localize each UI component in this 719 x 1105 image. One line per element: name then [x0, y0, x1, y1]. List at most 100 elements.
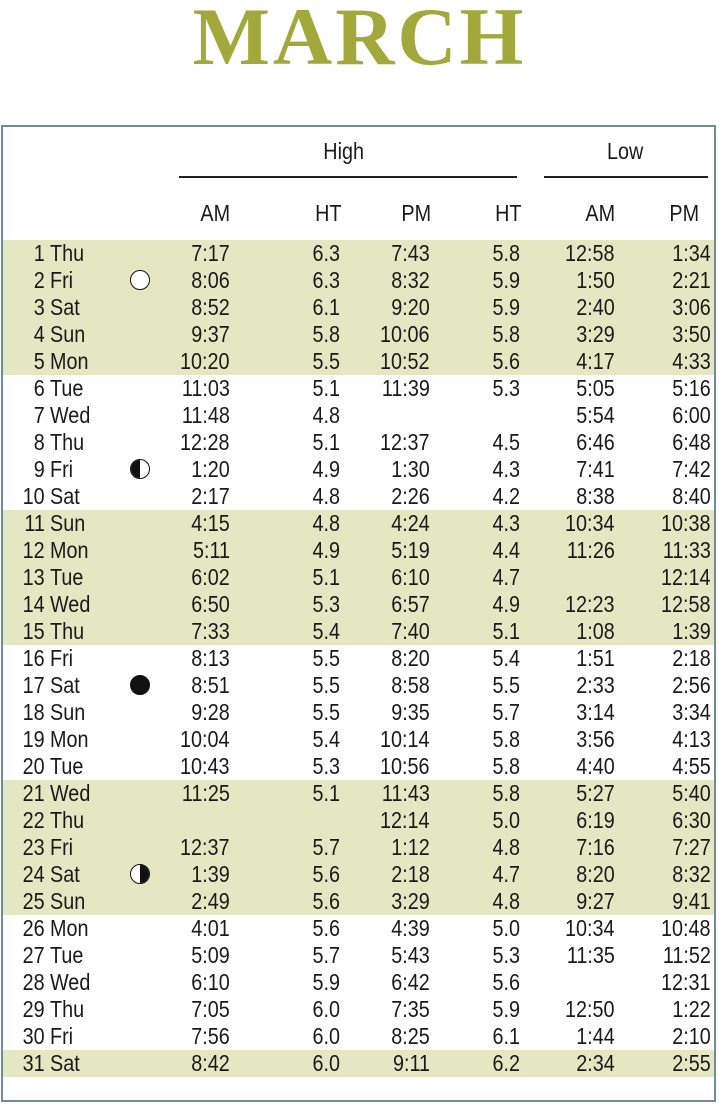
high-pm-time: 8:20 [391, 645, 430, 671]
low-am-time: 5:27 [576, 780, 615, 806]
day-number: 1 [33, 240, 45, 266]
high-pm-height: 5.9 [492, 996, 520, 1022]
low-pm-time: 12:14 [661, 564, 711, 590]
low-am-time: 1:50 [576, 267, 615, 293]
high-pm-height: 5.5 [492, 672, 520, 698]
high-pm-time: 9:20 [391, 294, 430, 320]
high-pm-height: 4.3 [492, 456, 520, 482]
low-am-time: 11:35 [566, 942, 615, 968]
high-am-time: 10:43 [180, 753, 230, 779]
high-pm-time: 4:39 [391, 915, 430, 941]
high-am-time: 4:15 [191, 510, 230, 536]
low-am-time: 1:08 [576, 618, 615, 644]
table-row: 6 Tue 11:03 5.1 11:39 5.3 5:05 5:16 [3, 375, 714, 402]
day-number: 6 [33, 375, 45, 401]
day-number: 31 [22, 1050, 45, 1076]
high-am-time: 12:37 [180, 834, 230, 860]
high-pm-height: 5.0 [492, 915, 520, 941]
day-of-week: Sat [50, 1050, 80, 1076]
low-pm-time: 6:48 [672, 429, 711, 455]
high-pm-time: 9:35 [391, 699, 430, 725]
day-number: 17 [22, 672, 45, 698]
low-am-time: 2:40 [576, 294, 615, 320]
page-title: MARCH [192, 0, 527, 82]
high-pm-time: 10:06 [380, 321, 430, 347]
table-row: 28 Wed 6:10 5.9 6:42 5.6 12:31 [3, 969, 714, 996]
high-pm-time: 11:39 [381, 375, 430, 401]
day-of-week: Mon [50, 348, 89, 374]
high-pm-time: 9:11 [392, 1050, 430, 1076]
day-of-week: Sun [50, 888, 86, 914]
day-number: 30 [22, 1023, 45, 1049]
low-am-time: 3:56 [576, 726, 615, 752]
table-row: 15 Thu 7:33 5.4 7:40 5.1 1:08 1:39 [3, 618, 714, 645]
high-am-time: 7:33 [191, 618, 230, 644]
day-of-week: Mon [50, 726, 89, 752]
high-pm-time: 11:43 [381, 780, 430, 806]
low-pm-time: 2:10 [672, 1023, 711, 1049]
day-of-week: Tue [50, 564, 84, 590]
high-am-height: 5.7 [312, 834, 340, 860]
col-header-high-am: AM [200, 200, 231, 226]
high-am-time: 11:03 [181, 375, 230, 401]
high-am-height: 4.9 [312, 537, 340, 563]
high-pm-height: 4.4 [492, 537, 520, 563]
table-row: 3 Sat 8:52 6.1 9:20 5.9 2:40 3:06 [3, 294, 714, 321]
last-quarter-moon-icon [130, 459, 150, 479]
high-am-height: 4.9 [312, 456, 340, 482]
day-number: 9 [33, 456, 45, 482]
high-am-height: 5.4 [312, 726, 340, 752]
high-am-height: 4.8 [312, 510, 340, 536]
day-of-week: Wed [50, 780, 91, 806]
high-am-time: 10:04 [180, 726, 230, 752]
high-am-height: 6.0 [312, 996, 340, 1022]
high-am-time: 5:11 [192, 537, 230, 563]
low-pm-time: 2:18 [672, 645, 711, 671]
low-pm-time: 7:27 [672, 834, 711, 860]
table-row: 7 Wed 11:48 4.8 5:54 6:00 [3, 402, 714, 429]
day-number: 21 [22, 780, 45, 806]
high-pm-height: 4.9 [492, 591, 520, 617]
high-pm-time: 8:32 [391, 267, 430, 293]
low-pm-time: 4:55 [672, 753, 711, 779]
day-number: 25 [22, 888, 45, 914]
high-am-time: 4:01 [191, 915, 230, 941]
day-of-week: Fri [50, 1023, 74, 1049]
high-am-time: 6:02 [191, 564, 230, 590]
low-pm-time: 5:16 [672, 375, 711, 401]
day-of-week: Sat [50, 294, 80, 320]
high-am-time: 2:17 [191, 483, 230, 509]
high-pm-time: 6:42 [391, 969, 430, 995]
high-pm-height: 5.9 [492, 267, 520, 293]
high-pm-time: 5:19 [391, 537, 430, 563]
high-pm-height: 5.6 [492, 348, 520, 374]
high-am-height: 6.0 [312, 1050, 340, 1076]
day-of-week: Fri [50, 834, 74, 860]
low-am-time: 1:51 [576, 645, 615, 671]
day-of-week: Thu [50, 807, 85, 833]
low-pm-time: 12:58 [661, 591, 711, 617]
low-pm-time: 2:55 [672, 1050, 711, 1076]
high-pm-time: 10:14 [380, 726, 430, 752]
high-pm-time: 1:12 [391, 834, 430, 860]
low-header: Low [606, 138, 644, 164]
low-am-time: 7:16 [576, 834, 615, 860]
high-am-height: 6.0 [312, 1023, 340, 1049]
high-pm-height: 6.1 [492, 1023, 520, 1049]
high-am-time: 12:28 [180, 429, 230, 455]
high-am-time: 6:10 [191, 969, 230, 995]
high-pm-time: 12:37 [380, 429, 430, 455]
day-number: 29 [22, 996, 45, 1022]
table-row: 10 Sat 2:17 4.8 2:26 4.2 8:38 8:40 [3, 483, 714, 510]
day-number: 28 [22, 969, 45, 995]
high-am-height: 6.1 [312, 294, 340, 320]
tide-table-frame [1, 125, 716, 1102]
day-of-week: Fri [50, 645, 74, 671]
table-row: 24 Sat 1:39 5.6 2:18 4.7 8:20 8:32 [3, 861, 714, 888]
low-pm-time: 2:56 [672, 672, 711, 698]
day-number: 23 [22, 834, 45, 860]
high-am-time: 8:51 [191, 672, 230, 698]
low-am-time: 12:58 [565, 240, 615, 266]
day-number: 8 [33, 429, 45, 455]
low-pm-time: 1:39 [672, 618, 711, 644]
